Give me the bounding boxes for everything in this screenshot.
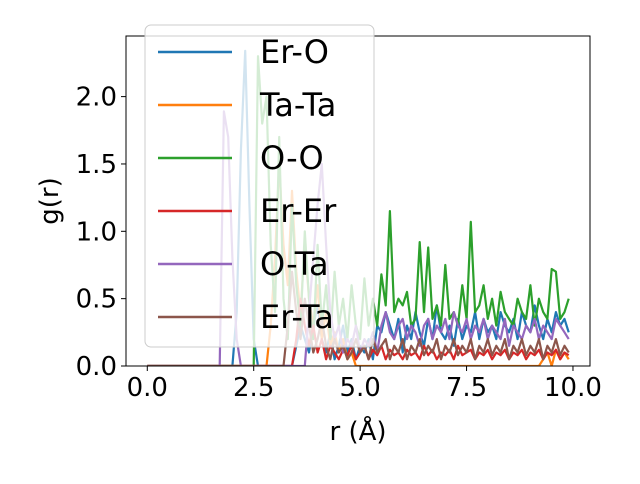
y-tick-label: 0.0: [76, 352, 117, 382]
series-line-er-ta: [147, 270, 570, 366]
y-tick-label: 0.5: [76, 285, 117, 315]
legend-label: Er-Er: [260, 192, 337, 230]
y-axis-label: g(r): [35, 177, 65, 224]
legend-label: O-Ta: [260, 245, 329, 283]
x-tick-label: 7.5: [446, 373, 487, 403]
series-line-er-er: [147, 297, 570, 366]
x-tick-label: 5.0: [339, 373, 380, 403]
y-tick-label: 2.0: [76, 83, 117, 113]
legend-label: O-O: [260, 139, 324, 177]
legend-label: Er-Ta: [260, 298, 334, 336]
y-tick-label: 1.0: [76, 217, 117, 247]
y-axis: 0.0 0.5 1.0 1.5 2.0: [76, 83, 126, 382]
legend-label: Er-O: [260, 33, 329, 71]
series-line-er-o: [147, 49, 570, 366]
legend-label: Ta-Ta: [259, 86, 336, 124]
x-tick-label: 0.0: [127, 373, 168, 403]
legend: Er-O Ta-Ta O-O Er-Er O-Ta Er-Ta: [144, 24, 375, 348]
x-axis: 0.0 2.5 5.0 7.5 10.0: [127, 366, 602, 403]
x-axis-label: r (Å): [329, 415, 386, 447]
x-tick-label: 10.0: [544, 373, 602, 403]
y-tick-label: 1.5: [76, 150, 117, 180]
x-tick-label: 2.5: [233, 373, 274, 403]
